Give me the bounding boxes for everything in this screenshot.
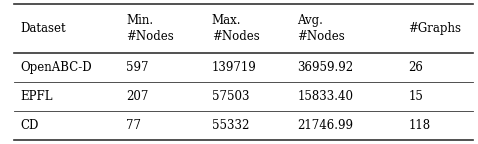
Text: 15: 15 <box>408 90 423 103</box>
Text: 207: 207 <box>126 90 148 103</box>
Text: 55332: 55332 <box>212 119 249 132</box>
Text: Min.
#Nodes: Min. #Nodes <box>126 14 174 43</box>
Text: 139719: 139719 <box>212 61 256 74</box>
Text: 597: 597 <box>126 61 149 74</box>
Text: 36959.92: 36959.92 <box>297 61 354 74</box>
Text: Dataset: Dataset <box>20 22 65 35</box>
Text: #Graphs: #Graphs <box>408 22 461 35</box>
Text: CD: CD <box>20 119 38 132</box>
Text: Avg.
#Nodes: Avg. #Nodes <box>297 14 345 43</box>
Text: 57503: 57503 <box>212 90 249 103</box>
Text: OpenABC-D: OpenABC-D <box>20 61 92 74</box>
Text: Max.
#Nodes: Max. #Nodes <box>212 14 260 43</box>
Text: 77: 77 <box>126 119 141 132</box>
Text: 26: 26 <box>408 61 423 74</box>
Text: EPFL: EPFL <box>20 90 53 103</box>
Text: 21746.99: 21746.99 <box>297 119 353 132</box>
Text: 118: 118 <box>408 119 431 132</box>
Text: 15833.40: 15833.40 <box>297 90 353 103</box>
